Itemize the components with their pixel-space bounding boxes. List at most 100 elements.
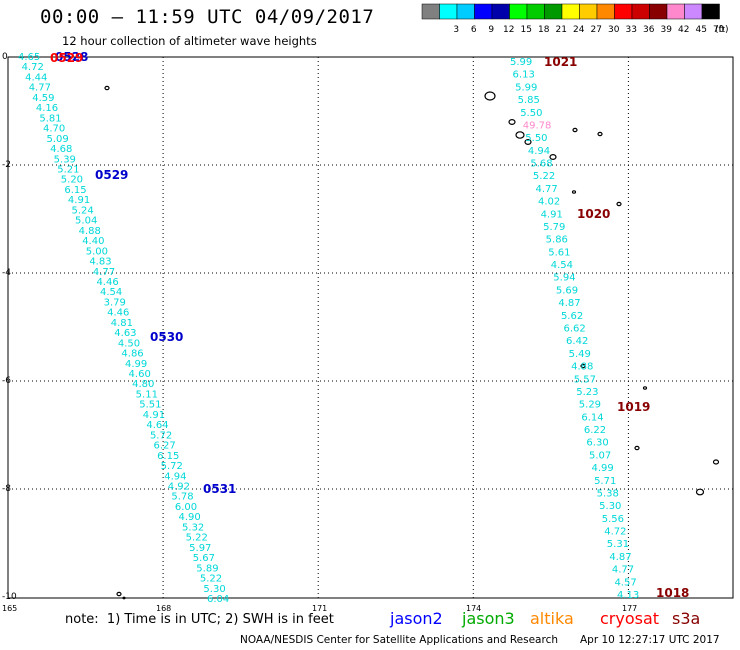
island-outline xyxy=(116,591,122,597)
east-track-swh: 4.94 xyxy=(528,146,550,157)
east-track-swh: 5.31 xyxy=(607,539,629,550)
map-frame xyxy=(7,56,734,599)
credit-text: NOAA/NESDIS Center for Satellite Applica… xyxy=(240,634,558,646)
island-outline xyxy=(104,85,110,91)
east-track-swh: 4.87 xyxy=(558,298,580,309)
west-track-swh: 5.97 xyxy=(189,543,211,554)
west-track-swh: 5.89 xyxy=(196,563,218,574)
east-track-swh: 6.62 xyxy=(564,324,586,335)
east-track-swh: 5.22 xyxy=(533,171,555,182)
sat-s3a: s3a xyxy=(672,609,701,628)
lat-label-0: 0 xyxy=(2,52,8,62)
island-outline xyxy=(508,118,516,125)
legend-label: 6 xyxy=(471,25,477,35)
footer-note: note: 1) Time is in UTC; 2) SWH is in fe… xyxy=(65,612,334,627)
west-track-swh: 4.68 xyxy=(50,144,72,155)
west-track-swh: 5.67 xyxy=(193,553,215,564)
pass-time-label: 1021 xyxy=(544,55,577,69)
east-track-swh: 5.56 xyxy=(602,514,624,525)
color-legend: 3 6 9 12 15 18 21 24 27 30 33 36 39 42 45 70(ft) xyxy=(421,3,729,35)
pass-time-label: 1020 xyxy=(577,207,610,221)
west-track-swh: 6.04 xyxy=(207,594,229,605)
east-track-swh: 6.14 xyxy=(581,412,603,423)
island-outline xyxy=(695,488,705,496)
pass-time-label: 0529 xyxy=(95,168,128,182)
west-track-swh: 5.51 xyxy=(139,400,161,411)
west-track-swh: 5.21 xyxy=(57,164,79,175)
west-track-swh: 4.16 xyxy=(36,103,58,114)
west-track-swh: 4.77 xyxy=(29,83,51,94)
east-track-swh: 6.30 xyxy=(586,438,608,449)
pass-time-label: 1018 xyxy=(656,586,689,600)
map-subtitle: 12 hour collection of altimeter wave hei… xyxy=(62,34,317,48)
island-outline xyxy=(515,131,525,139)
east-track-swh: 6.13 xyxy=(513,70,535,81)
west-track-swh: 4.46 xyxy=(107,308,129,319)
west-track-swh: 5.72 xyxy=(150,430,172,441)
east-track-swh: 5.23 xyxy=(576,387,598,398)
east-track-swh: 4.54 xyxy=(551,260,573,271)
east-track-swh: 5.62 xyxy=(561,311,583,322)
west-track-swh: 4.77 xyxy=(93,267,115,278)
east-track-swh: 5.71 xyxy=(594,476,616,487)
east-track-swh: 4.72 xyxy=(604,527,626,538)
legend-label: 36 xyxy=(643,25,655,35)
east-track-swh: 4.91 xyxy=(541,209,563,220)
legend-unit: (ft) xyxy=(715,25,729,35)
pass-time-label-overlap: 0529 xyxy=(50,51,83,65)
east-track-swh: 49.78 xyxy=(523,120,552,131)
west-track-swh: 5.32 xyxy=(182,522,204,533)
island-outline xyxy=(642,386,648,390)
east-track-swh: 5.38 xyxy=(597,488,619,499)
west-track-swh: 4.72 xyxy=(22,62,44,73)
west-track-swh: 5.81 xyxy=(39,113,61,124)
legend-label: 12 xyxy=(503,25,514,35)
lon-label-177: 177 xyxy=(622,604,638,613)
east-track-swh: 4.13 xyxy=(617,590,639,601)
legend-label: 45 xyxy=(696,25,707,35)
east-track-swh: 5.79 xyxy=(543,222,565,233)
island-outline xyxy=(572,127,578,133)
legend-label: 27 xyxy=(591,25,602,35)
pass-time-label: 1019 xyxy=(617,400,650,414)
west-track-swh: 4.91 xyxy=(143,410,165,421)
west-track-swh: 5.04 xyxy=(75,216,97,227)
legend-label: 3 xyxy=(453,25,459,35)
island-outline xyxy=(597,131,603,137)
lat-label-8: -8 xyxy=(2,484,11,494)
west-track-swh: 4.64 xyxy=(146,420,168,431)
east-track-swh: 4.02 xyxy=(538,197,560,208)
legend-label: 15 xyxy=(521,25,532,35)
sat-jason3: jason3 xyxy=(462,609,515,628)
west-track-swh: 5.22 xyxy=(186,533,208,544)
lon-label-165: 165 xyxy=(2,604,18,613)
west-track-swh: 4.86 xyxy=(121,349,143,360)
east-track-swh: 6.42 xyxy=(566,336,588,347)
east-track-swh: 4.77 xyxy=(535,184,557,195)
sat-cryosat: cryosat xyxy=(600,609,660,628)
island-outline xyxy=(484,91,496,101)
east-track-swh: 5.50 xyxy=(520,108,542,119)
island-outline xyxy=(524,139,532,146)
west-track-swh: 4.80 xyxy=(132,379,154,390)
west-track-swh: 4.88 xyxy=(79,226,101,237)
legend-label: 42 xyxy=(678,25,689,35)
east-track-swh: 4.88 xyxy=(571,362,593,373)
east-track-swh: 5.68 xyxy=(530,159,552,170)
island-outline xyxy=(634,445,640,451)
legend-label: 9 xyxy=(488,25,494,35)
pass-time-label: 0528 xyxy=(55,50,88,64)
legend-label: 21 xyxy=(556,25,567,35)
east-track-swh: 5.94 xyxy=(553,273,575,284)
west-track-swh: 4.92 xyxy=(168,482,190,493)
west-track-swh: 4.99 xyxy=(125,359,147,370)
west-track-swh: 4.40 xyxy=(82,236,104,247)
east-track-swh: 5.50 xyxy=(525,133,547,144)
west-track-swh: 4.59 xyxy=(32,93,54,104)
sat-altika: altika xyxy=(530,609,574,628)
west-track-swh: 6.15 xyxy=(157,451,179,462)
west-track-swh: 5.30 xyxy=(203,584,225,595)
west-track-swh: 4.63 xyxy=(114,328,136,339)
lat-label-4: -4 xyxy=(2,268,11,278)
west-track-swh: 4.65 xyxy=(18,52,40,63)
